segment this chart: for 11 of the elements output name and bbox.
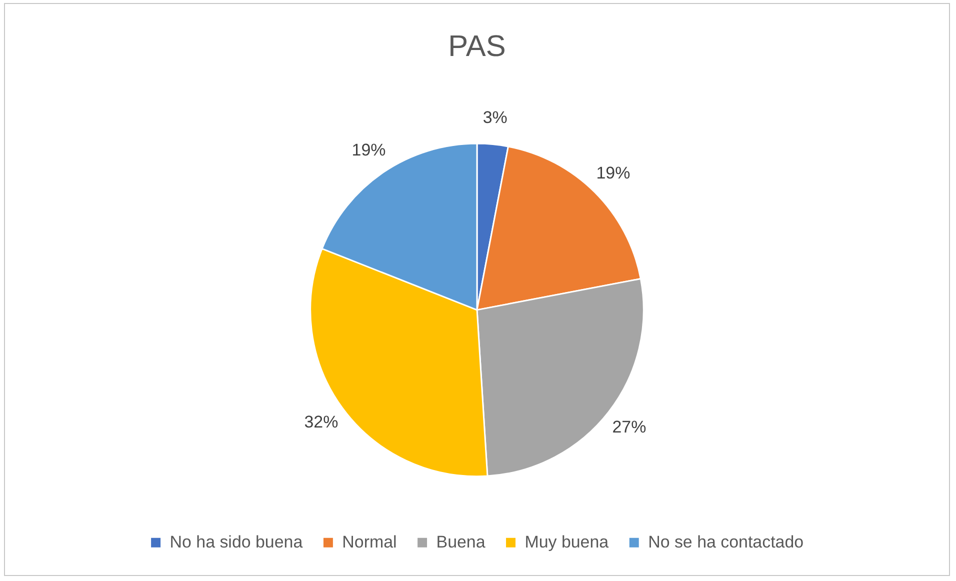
data-label: 27%	[612, 417, 646, 436]
data-label: 3%	[482, 108, 508, 128]
legend-label: Muy buena	[524, 532, 610, 552]
data-label: 32%	[304, 412, 338, 432]
legend-label: No ha sido buena	[170, 532, 304, 552]
legend-label: No se ha contactado	[648, 532, 804, 552]
data-label: 19%	[352, 140, 386, 160]
legend-label: Normal	[342, 532, 397, 552]
chart-title: PAS	[448, 30, 506, 64]
legend-label: Buena	[436, 532, 486, 552]
data-label: 19%	[596, 164, 630, 183]
